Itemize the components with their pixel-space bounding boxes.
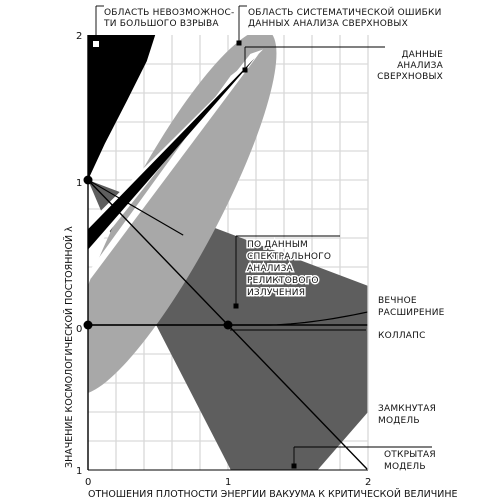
leader-marker bbox=[236, 40, 242, 46]
annotation-cmb: ПО ДАННЫМ bbox=[247, 240, 308, 250]
y-axis-title: ЗНАЧЕНИЕ КОСМОЛОГИЧЕСКОЙ ПОСТОЯННОЙ λ bbox=[63, 226, 75, 468]
axes bbox=[87, 35, 369, 471]
leader-marker bbox=[93, 41, 99, 47]
x-axis-title: ОТНОШЕНИЯ ПЛОТНОСТИ ЭНЕРГИИ ВАКУУМА К КР… bbox=[88, 488, 458, 500]
annotation-cmb: РЕЛИКТОВОГО bbox=[247, 276, 319, 286]
annotation-cmb: АНАЛИЗА bbox=[247, 264, 294, 274]
y-tick-label: 1 bbox=[76, 466, 82, 477]
label-eternal-expansion: РАСШИРЕНИЕ bbox=[378, 308, 445, 318]
label-eternal-expansion: ВЕЧНОЕ bbox=[378, 296, 417, 306]
region-supernova bbox=[88, 58, 255, 250]
annotation-impossible-big-bang: ТИ БОЛЬШОГО ВЗРЫВА bbox=[103, 19, 219, 29]
annotation-supernova-data: АНАЛИЗА bbox=[397, 61, 444, 71]
region-supernova-margin bbox=[88, 53, 259, 279]
region-systematic-error bbox=[88, 35, 277, 395]
annotation-cmb: ИЗЛУЧЕНИЯ bbox=[247, 288, 305, 298]
y-tick-label: 1 bbox=[76, 178, 82, 189]
label-collapse: КОЛЛАПС bbox=[378, 331, 426, 341]
x-tick-label: 0 bbox=[85, 477, 91, 488]
annotation-cmb: СПЕКТРАЛЬНОГО bbox=[247, 252, 331, 262]
annotation-impossible-big-bang: ОБЛАСТЬ НЕВОЗМОЖНОС- bbox=[104, 8, 234, 18]
y-tick-label: 0 bbox=[76, 324, 82, 335]
label-closed-model: ЗАМКНУТАЯ bbox=[378, 404, 436, 414]
label-closed-model: МОДЕЛЬ bbox=[378, 416, 420, 426]
x-tick-label: 2 bbox=[365, 477, 371, 488]
annotation-supernova-data: ДАННЫЕ bbox=[401, 50, 443, 60]
region-no-big-bang bbox=[88, 35, 156, 180]
annotation-systematic-error: ДАННЫХ АНАЛИЗА СВЕРХНОВЫХ bbox=[248, 19, 408, 29]
leader-marker bbox=[291, 463, 297, 469]
y-tick-label: 2 bbox=[76, 31, 82, 42]
data-point bbox=[223, 320, 233, 330]
annotation-leaders bbox=[93, 5, 432, 469]
annotation-supernova-data: СВЕРХНОВЫХ bbox=[377, 72, 443, 82]
line-boundary bbox=[88, 179, 184, 236]
x-tick-label: 1 bbox=[225, 477, 231, 488]
leader-marker bbox=[233, 303, 239, 309]
leader-marker bbox=[242, 67, 248, 73]
label-open-model: ОТКРЫТАЯ bbox=[384, 450, 436, 460]
label-open-model: МОДЕЛЬ bbox=[384, 462, 426, 472]
annotation-systematic-error: ОБЛАСТЬ СИСТЕМАТИЧЕСКОЙ ОШИБКИ bbox=[248, 6, 442, 18]
